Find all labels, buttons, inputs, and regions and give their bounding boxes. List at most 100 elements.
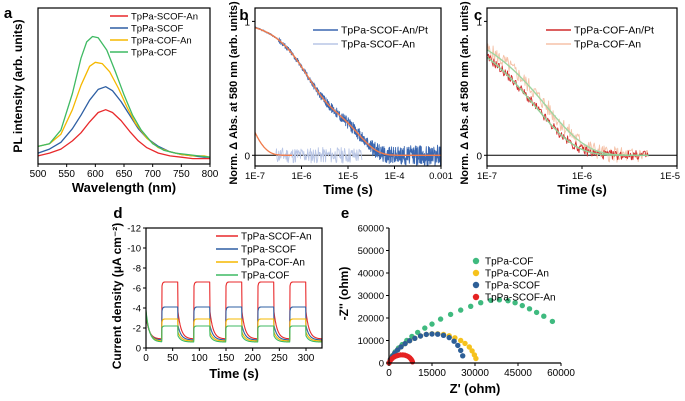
data-point-e-2-18 <box>460 353 466 359</box>
legend-marker-e-0 <box>472 257 480 265</box>
legend-label-b-0: TpPa-SCOF-An/Pt <box>341 25 428 37</box>
series-line-b-1 <box>275 146 363 164</box>
data-point-e-0-12 <box>447 311 454 318</box>
data-point-e-2-9 <box>417 333 424 339</box>
y-tick-label-b-1: 1 <box>244 17 250 28</box>
legend-marker-e-1 <box>472 269 480 277</box>
x-tick-label-a-1: 550 <box>58 169 75 180</box>
x-tick-label-e-4: 60000 <box>547 368 575 379</box>
y-tick-label-d-4: -8 <box>133 264 141 275</box>
data-point-e-0-20 <box>519 302 525 309</box>
data-point-e-1-19 <box>469 348 475 354</box>
series-line-d-2 <box>145 311 323 342</box>
x-tick-label-d-1: 50 <box>167 353 179 364</box>
data-point-e-0-17 <box>496 297 503 303</box>
legend-label-d-3: TpPa-COF <box>241 271 289 282</box>
data-point-e-0-9 <box>422 325 428 331</box>
legend-label-b-1: TpPa-SCOF-An <box>341 39 415 51</box>
series-line-c-1 <box>486 43 649 163</box>
data-point-e-0-21 <box>526 306 533 312</box>
x-tick-label-a-4: 700 <box>144 169 161 180</box>
x-tick-label-e-2: 30000 <box>461 368 489 379</box>
data-point-e-2-6 <box>402 340 408 347</box>
y-axis-label-e: -Z'' (ohm) <box>337 267 351 321</box>
legend-marker-e-3 <box>472 293 480 301</box>
data-point-e-0-14 <box>468 303 474 309</box>
data-point-e-1-17 <box>462 340 468 347</box>
x-tick-label-b-0: 1E-7 <box>245 171 265 182</box>
data-point-e-2-8 <box>412 335 418 341</box>
x-tick-label-d-2: 100 <box>191 353 208 364</box>
y-axis-label-d: Current density (μA cm⁻²) <box>110 223 124 370</box>
data-point-e-2-15 <box>451 338 457 344</box>
y-tick-label-e-3: 30000 <box>358 291 384 302</box>
data-point-e-0-10 <box>429 321 435 327</box>
x-axis-label-e: Z' (ohm) <box>450 381 501 396</box>
y-axis-label-a: PL intensity (arb. units) <box>11 19 25 152</box>
x-tick-label-a-6: 800 <box>202 169 219 180</box>
legend-label-e-1: TpPa-COF-An <box>485 269 549 280</box>
legend-label-a-0: TpPa-SCOF-An <box>131 12 198 23</box>
data-point-e-1-21 <box>473 355 479 362</box>
legend-label-c-0: TpPa-COF-An/Pt <box>574 25 654 37</box>
x-tick-label-e-0: 0 <box>386 368 392 379</box>
x-tick-label-b-1: 1E-6 <box>291 171 311 182</box>
data-point-e-0-15 <box>478 300 484 306</box>
x-tick-label-e-1: 15000 <box>418 368 446 379</box>
data-point-e-0-23 <box>541 313 547 319</box>
x-tick-label-a-5: 750 <box>173 169 190 180</box>
y-tick-label-d-3: -6 <box>133 284 141 295</box>
panel-label-a: a <box>4 5 13 22</box>
x-tick-label-d-4: 200 <box>244 353 261 364</box>
series-line-a-2 <box>37 61 211 158</box>
y-tick-label-d-2: -4 <box>133 304 141 315</box>
x-axis-label-a: Wavelength (nm) <box>72 180 176 195</box>
y-tick-label-e-4: 40000 <box>358 269 384 280</box>
y-tick-label-e-6: 60000 <box>358 224 384 235</box>
data-point-e-1-16 <box>458 337 464 344</box>
x-tick-label-b-4: 0.001 <box>429 171 453 182</box>
x-axis-label-d: Time (s) <box>209 366 259 381</box>
x-tick-label-c-0: 1E-7 <box>477 171 497 182</box>
legend-label-e-3: TpPa-SCOF-An <box>485 293 556 304</box>
legend-label-a-2: TpPa-COF-An <box>131 36 192 47</box>
y-tick-label-d-6: -12 <box>127 224 141 235</box>
data-point-e-0-19 <box>512 300 518 306</box>
series-line-d-0 <box>145 281 323 340</box>
x-tick-label-a-0: 500 <box>30 169 47 180</box>
y-tick-label-c-0: 0 <box>476 151 482 162</box>
data-point-e-0-16 <box>488 297 494 304</box>
y-tick-label-d-5: -10 <box>127 244 141 255</box>
y-tick-label-b-0: 0 <box>244 151 250 162</box>
y-tick-label-e-5: 50000 <box>358 246 384 257</box>
legend-label-d-1: TpPa-SCOF <box>241 245 296 256</box>
x-tick-label-a-2: 600 <box>87 169 104 180</box>
series-line-c-0 <box>486 53 649 161</box>
y-tick-label-c-1: 1 <box>476 17 482 28</box>
legend-label-e-0: TpPa-COF <box>485 257 533 268</box>
data-point-e-2-16 <box>455 342 461 349</box>
data-point-e-0-13 <box>458 307 464 313</box>
data-point-e-1-18 <box>466 344 472 350</box>
legend-label-c-1: TpPa-COF-An <box>574 39 641 51</box>
y-tick-label-d-1: -2 <box>133 324 141 335</box>
y-axis-label-c: Norm. Δ Abs. at 580 nm (arb. units) <box>459 1 471 185</box>
legend-label-a-1: TpPa-SCOF <box>131 24 183 35</box>
plot-frame-a <box>37 7 211 165</box>
data-point-e-2-7 <box>406 338 413 344</box>
legend-label-d-0: TpPa-SCOF-An <box>241 232 312 243</box>
data-point-e-2-11 <box>429 331 435 337</box>
x-tick-label-d-3: 150 <box>218 353 235 364</box>
fit-line-b-0 <box>254 27 441 157</box>
series-line-a-3 <box>37 35 211 158</box>
x-tick-label-d-5: 250 <box>271 353 288 364</box>
data-point-e-2-13 <box>440 332 447 338</box>
data-point-e-2-12 <box>435 331 441 337</box>
fit-line-c-0 <box>486 56 649 157</box>
x-axis-label-b: Time (s) <box>323 182 373 197</box>
data-point-e-2-10 <box>423 331 429 338</box>
legend-label-e-2: TpPa-SCOF <box>485 281 540 292</box>
panel-label-d: d <box>113 205 122 222</box>
data-point-e-2-17 <box>458 347 464 354</box>
y-tick-label-e-2: 20000 <box>358 314 384 325</box>
